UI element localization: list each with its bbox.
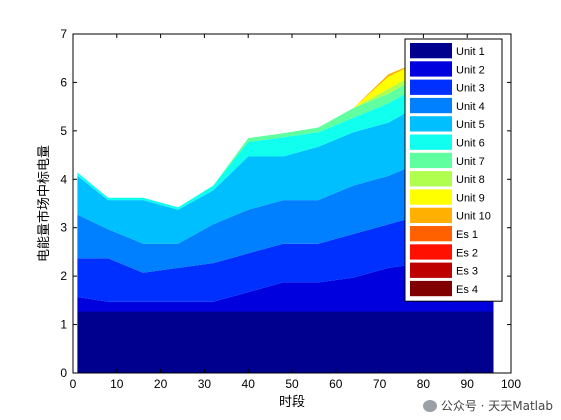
legend-label: Es 4 bbox=[456, 284, 478, 296]
x-tick-label: 40 bbox=[242, 377, 256, 391]
legend-label: Unit 1 bbox=[456, 46, 485, 58]
x-tick-label: 70 bbox=[373, 377, 387, 391]
area-unit-4 bbox=[77, 161, 494, 273]
legend-label: Es 1 bbox=[456, 229, 478, 241]
x-tick-label: 0 bbox=[70, 377, 77, 391]
area-unit-6 bbox=[77, 83, 494, 210]
wechat-icon bbox=[422, 399, 437, 412]
y-tick-label: 4 bbox=[60, 172, 67, 186]
legend-label: Unit 4 bbox=[456, 101, 485, 113]
x-tick-label: 30 bbox=[198, 377, 212, 391]
legend-label: Unit 10 bbox=[456, 211, 491, 223]
watermark: 公众号 · 天天Matlab bbox=[422, 397, 553, 414]
legend-label: Unit 9 bbox=[456, 192, 485, 204]
legend-swatch bbox=[410, 207, 452, 223]
legend-swatch bbox=[410, 262, 452, 278]
legend-swatch bbox=[410, 189, 452, 205]
legend-swatch bbox=[410, 280, 452, 297]
axes: 0 10 20 30 40 50 60 70 80 90 100 0 1 2 3 4 5 6 7 bbox=[60, 27, 521, 391]
y-tick-label: 2 bbox=[60, 269, 67, 283]
legend-swatch bbox=[410, 244, 452, 260]
x-tick-label: 80 bbox=[417, 377, 431, 391]
y-axis-label: 电能量市场中标电量 bbox=[36, 145, 52, 262]
y-tick-label: 5 bbox=[60, 124, 67, 138]
x-tick-label: 60 bbox=[329, 377, 343, 391]
legend-box bbox=[404, 38, 503, 302]
legend-swatch bbox=[410, 97, 452, 114]
legend-swatch bbox=[410, 116, 452, 132]
y-tick-label: 3 bbox=[60, 221, 67, 235]
legend-swatch bbox=[410, 79, 452, 95]
legend-label: Unit 6 bbox=[456, 138, 485, 150]
x-tick-label: 90 bbox=[461, 377, 475, 391]
legend: Unit 1 Unit 2 Unit 3 Unit 4 Unit 5 Unit 6 Unit… bbox=[404, 38, 503, 302]
x-axis-label: 时段 bbox=[279, 395, 305, 410]
area-unit-5 bbox=[77, 103, 494, 244]
legend-label: Es 3 bbox=[456, 266, 478, 278]
legend-label: Unit 5 bbox=[456, 119, 485, 131]
x-tick-label: 100 bbox=[501, 377, 521, 391]
y-tick-label: 7 bbox=[60, 27, 67, 41]
area-unit-2 bbox=[77, 263, 494, 312]
x-tick-label: 10 bbox=[110, 377, 124, 391]
legend-swatch bbox=[410, 152, 452, 169]
watermark-text: 公众号 · 天天Matlab bbox=[440, 399, 553, 413]
legend-swatch bbox=[410, 43, 452, 59]
plot-area bbox=[77, 59, 494, 373]
legend-swatch bbox=[410, 61, 452, 77]
y-tick-label: 6 bbox=[60, 75, 67, 89]
area-unit-3 bbox=[77, 214, 494, 302]
x-tick-label: 50 bbox=[285, 377, 299, 391]
y-tick-label: 0 bbox=[60, 366, 67, 380]
x-tick-label: 20 bbox=[154, 377, 168, 391]
legend-label: Unit 2 bbox=[456, 64, 485, 76]
y-tick-label: 1 bbox=[60, 318, 67, 332]
legend-swatch bbox=[410, 171, 452, 187]
area-unit-1 bbox=[77, 311, 494, 373]
legend-label: Unit 7 bbox=[456, 156, 485, 168]
legend-label: Es 2 bbox=[456, 247, 478, 259]
legend-label: Unit 3 bbox=[456, 83, 485, 95]
legend-swatch bbox=[410, 134, 452, 150]
legend-label: Unit 8 bbox=[456, 174, 485, 186]
legend-swatch bbox=[410, 226, 452, 242]
